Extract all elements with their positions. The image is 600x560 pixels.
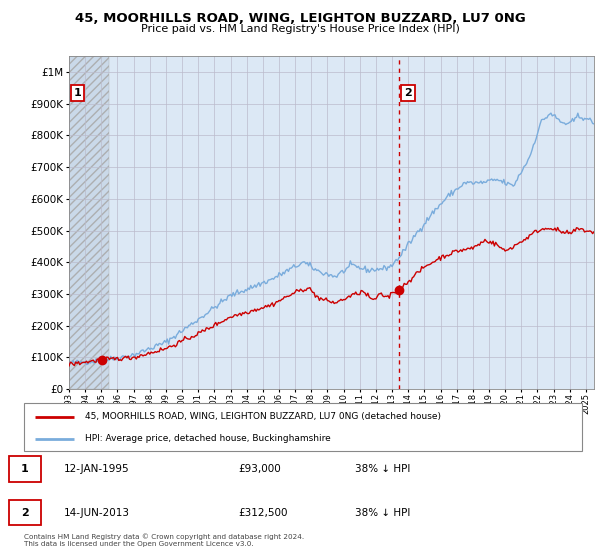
- Text: 1: 1: [74, 88, 82, 98]
- Text: 2: 2: [21, 507, 29, 517]
- Text: Price paid vs. HM Land Registry's House Price Index (HPI): Price paid vs. HM Land Registry's House …: [140, 24, 460, 34]
- Text: Contains HM Land Registry data © Crown copyright and database right 2024.
This d: Contains HM Land Registry data © Crown c…: [24, 533, 304, 547]
- Text: 38% ↓ HPI: 38% ↓ HPI: [355, 464, 410, 474]
- Text: £93,000: £93,000: [239, 464, 281, 474]
- FancyBboxPatch shape: [24, 403, 582, 451]
- Text: HPI: Average price, detached house, Buckinghamshire: HPI: Average price, detached house, Buck…: [85, 435, 331, 444]
- FancyBboxPatch shape: [9, 456, 41, 482]
- Text: 14-JUN-2013: 14-JUN-2013: [64, 507, 130, 517]
- Text: 1: 1: [21, 464, 29, 474]
- Text: £312,500: £312,500: [239, 507, 289, 517]
- FancyBboxPatch shape: [9, 500, 41, 525]
- Text: 12-JAN-1995: 12-JAN-1995: [64, 464, 130, 474]
- Text: 2: 2: [404, 88, 412, 98]
- Bar: [69, 56, 109, 389]
- Text: 38% ↓ HPI: 38% ↓ HPI: [355, 507, 410, 517]
- Text: 45, MOORHILLS ROAD, WING, LEIGHTON BUZZARD, LU7 0NG (detached house): 45, MOORHILLS ROAD, WING, LEIGHTON BUZZA…: [85, 412, 442, 421]
- Text: 45, MOORHILLS ROAD, WING, LEIGHTON BUZZARD, LU7 0NG: 45, MOORHILLS ROAD, WING, LEIGHTON BUZZA…: [74, 12, 526, 25]
